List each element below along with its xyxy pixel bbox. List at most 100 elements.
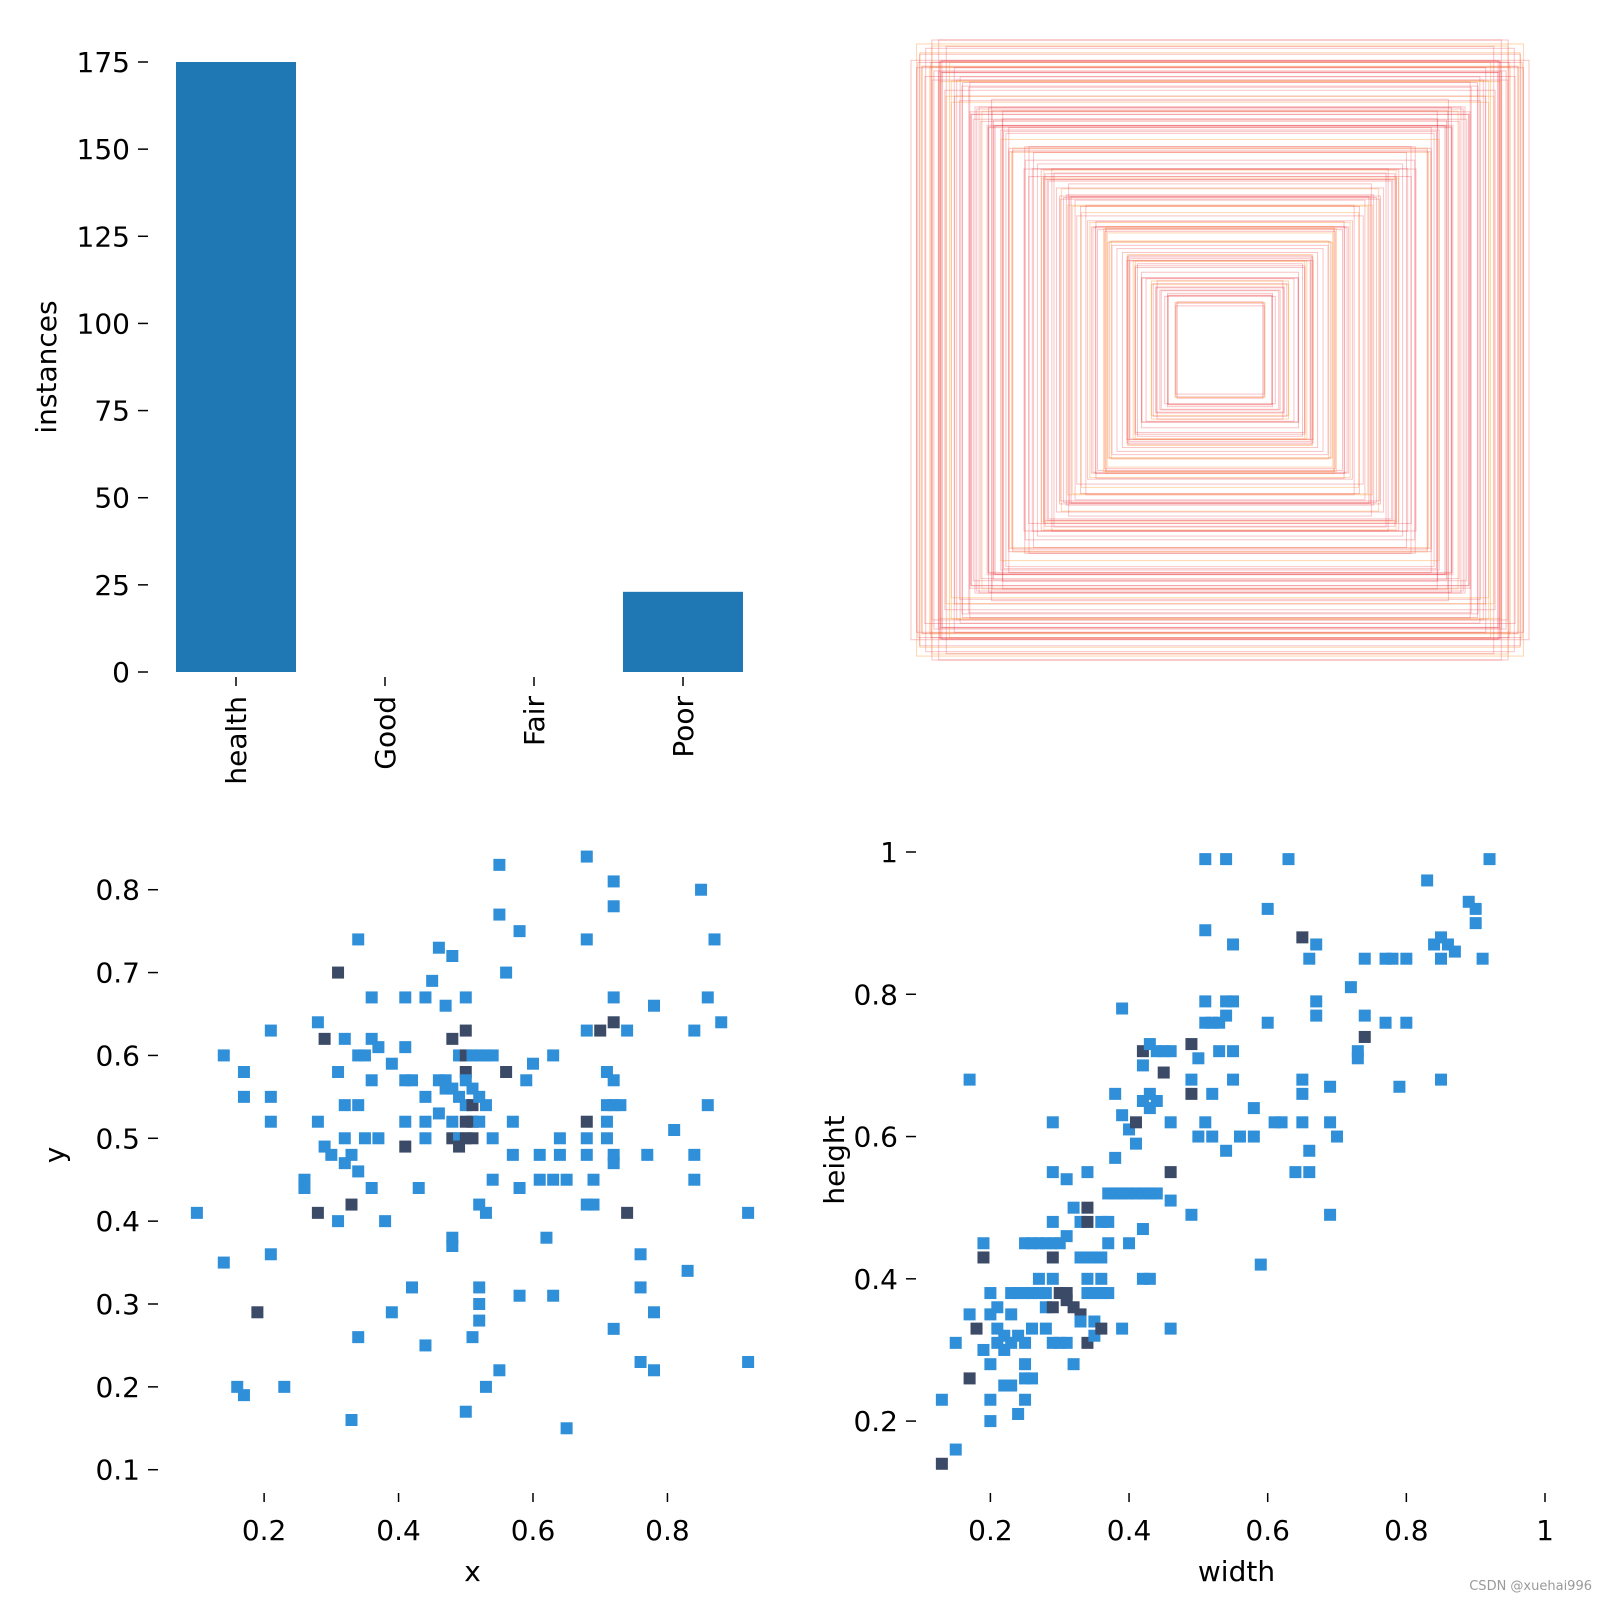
heatmap-cell (1060, 1173, 1073, 1186)
heatmap-cell (688, 1173, 701, 1186)
bounding-box (1105, 228, 1335, 472)
heatmap-cell (1046, 1301, 1059, 1314)
heatmap-cell (1019, 1336, 1032, 1349)
heatmap-cell (365, 1182, 378, 1194)
heatmap-cell (668, 1124, 681, 1136)
heatmap-cell (607, 900, 620, 913)
bounding-box (1136, 263, 1304, 437)
bounding-box (1031, 168, 1409, 532)
bounding-box (1167, 294, 1273, 406)
heatmap-cell (419, 991, 432, 1004)
heatmap-cell (264, 1115, 277, 1128)
heatmap-cell (1393, 1080, 1406, 1093)
bounding-box (1132, 260, 1308, 440)
heatmap-cell (607, 991, 620, 1004)
heatmap-cell (1220, 853, 1233, 866)
bounding-box (930, 61, 1510, 639)
bounding-box (1129, 260, 1311, 440)
y-tick-label: 0.1 (95, 1454, 140, 1487)
y-tick-label: 175 (77, 46, 130, 79)
heatmap-cell (399, 1140, 412, 1153)
heatmap-cell (385, 1306, 398, 1319)
bounding-box (986, 124, 1454, 576)
bounding-box (1160, 290, 1280, 410)
heatmap-cell (506, 1115, 519, 1128)
bounding-box (1155, 287, 1285, 413)
heatmap-cell (1005, 1379, 1018, 1392)
heatmap-cell (1386, 952, 1399, 965)
bounding-box (938, 81, 1502, 619)
heatmap-cell (614, 1099, 627, 1112)
heatmap-cell (553, 1148, 566, 1161)
heatmap-cell (358, 1132, 371, 1145)
bounding-box (1028, 176, 1412, 524)
heatmap-cell (1192, 1130, 1205, 1143)
heatmap-cell (419, 1132, 432, 1145)
bounding-box (925, 47, 1515, 653)
heatmap-cell (1039, 1287, 1052, 1300)
heatmap-cell (466, 1132, 479, 1145)
bounding-box (1104, 230, 1336, 470)
x-axis-label: x (464, 1555, 481, 1588)
bounding-box (917, 61, 1523, 639)
bounding-box (1111, 244, 1329, 456)
bounding-box (1040, 168, 1400, 532)
heatmap-cell (446, 1240, 459, 1252)
heatmap-cell (1095, 1251, 1108, 1264)
y-tick-label: 0.3 (95, 1288, 140, 1321)
heatmap-cell (1421, 874, 1434, 887)
bounding-box (993, 119, 1447, 581)
heatmap-cell (1164, 1166, 1177, 1179)
heatmap-cell (547, 1049, 560, 1062)
heatmap-cell (1247, 1130, 1260, 1143)
heatmap-cell (1136, 1223, 1149, 1236)
bounding-box (1033, 152, 1407, 548)
heatmap-cell (278, 1380, 291, 1393)
heatmap-cell (338, 1099, 351, 1112)
heatmap-cell (1012, 1287, 1025, 1300)
bounding-box (970, 114, 1470, 586)
bounding-box (1134, 260, 1306, 440)
heatmap-cell (520, 1074, 533, 1087)
bounding-box (988, 107, 1452, 593)
y-axis-label: y (38, 1147, 71, 1164)
bounding-box (1110, 240, 1330, 460)
heatmap-cell (1282, 853, 1295, 866)
heatmap-cell (621, 1024, 634, 1037)
heatmap-cell (190, 1206, 203, 1219)
bounding-box (941, 72, 1499, 628)
bounding-box (962, 81, 1478, 619)
bounding-box (950, 101, 1490, 599)
heatmap-cell (493, 908, 506, 921)
heatmap-cell (332, 1215, 345, 1228)
heatmap-cell (1324, 1116, 1337, 1129)
heatmap-cell (466, 1331, 479, 1344)
heatmap-cell (1102, 1215, 1115, 1228)
heatmap-cell (935, 1457, 948, 1470)
heatmap-cell (237, 1389, 250, 1402)
bounding-box (1145, 278, 1295, 422)
bounding-box (950, 80, 1490, 620)
bounding-box (1024, 146, 1416, 554)
y-axis-label: instances (30, 300, 63, 433)
bounding-box (933, 70, 1507, 630)
heatmap-cell (701, 991, 714, 1004)
heatmap-cell (1303, 952, 1316, 965)
heatmap-cell (688, 1024, 701, 1037)
heatmap-cell (1150, 1187, 1163, 1200)
bounding-box (1024, 159, 1416, 541)
y-axis-label: height (818, 1115, 851, 1204)
heatmap-cell (379, 1215, 392, 1228)
heatmap-cell (1185, 1208, 1198, 1221)
heatmap-cell (473, 1281, 486, 1294)
bounding-box (1126, 259, 1314, 441)
heatmap-cell (1296, 1116, 1309, 1129)
heatmap-cell (695, 883, 708, 896)
heatmap-cell (345, 1198, 358, 1211)
heatmap-cell (1296, 1073, 1309, 1086)
bounding-box (1070, 196, 1370, 504)
heatmap-cell (1012, 1329, 1025, 1342)
heatmap-cell (1213, 1045, 1226, 1058)
heatmap-cell (607, 1016, 620, 1029)
bounding-box (1151, 280, 1289, 420)
